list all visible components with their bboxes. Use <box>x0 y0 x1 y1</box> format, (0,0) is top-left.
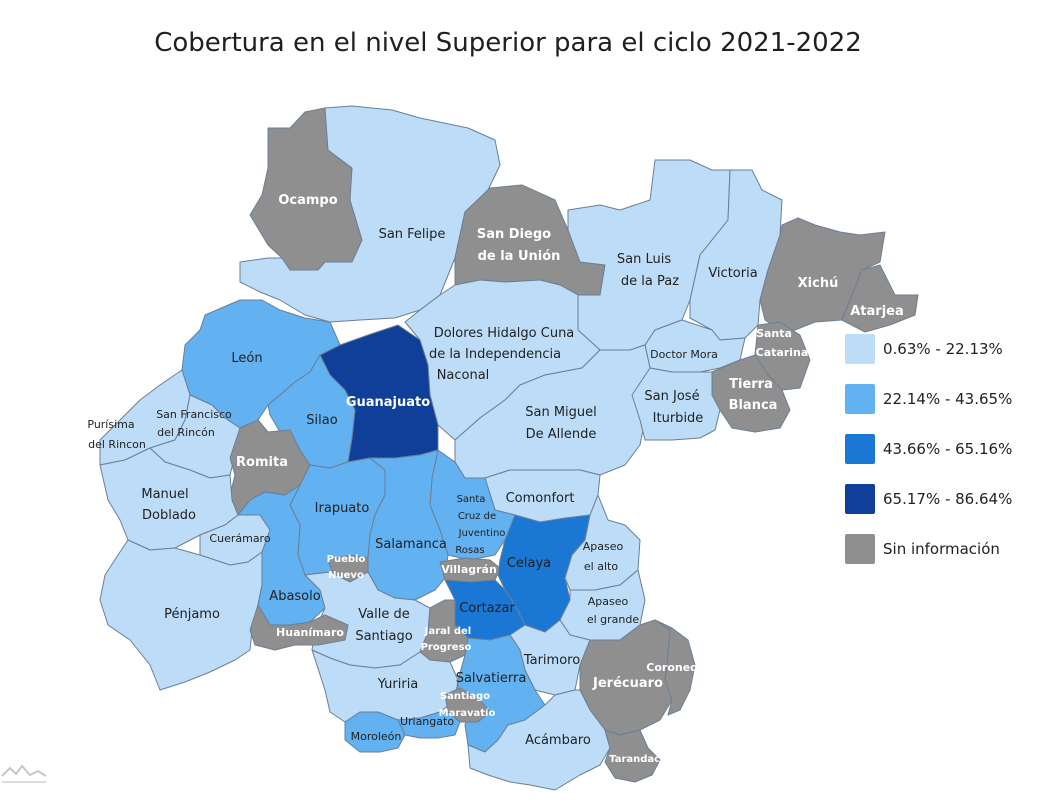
legend: 0.63% - 22.13% 22.14% - 43.65% 43.66% - … <box>845 332 1012 582</box>
label-apaseo-alto-1: Apaseo <box>583 540 624 553</box>
region-penjamo[interactable] <box>99 539 263 691</box>
label-atarjea: Atarjea <box>850 304 904 319</box>
label-yuriria: Yuriria <box>377 677 419 692</box>
label-tarimoro: Tarimoro <box>523 653 580 668</box>
label-tierra-blanca-1: Tierra <box>729 377 773 392</box>
label-xichu: Xichú <box>798 276 839 291</box>
region-san-jose[interactable] <box>631 367 721 441</box>
label-sf-rincon-1: San Francisco <box>156 408 232 421</box>
label-victoria: Victoria <box>708 266 757 281</box>
region-coroneo[interactable] <box>654 619 696 716</box>
label-santiago-maravatio-2: Maravatío <box>439 707 496 719</box>
label-cortazar: Cortazar <box>459 601 515 616</box>
label-san-felipe: San Felipe <box>379 227 446 242</box>
label-santa-catarina-2: Catarina <box>756 346 809 359</box>
label-apaseo-grande-1: Apaseo <box>588 595 629 608</box>
label-tierra-blanca-2: Blanca <box>729 398 778 413</box>
region-atarjea[interactable] <box>841 264 919 333</box>
label-san-luis-2: de la Paz <box>621 274 679 289</box>
label-san-diego-2: de la Unión <box>478 249 561 264</box>
region-labels: Ocampo San Felipe San Diego de la Unión … <box>87 193 903 765</box>
label-san-miguel-1: San Miguel <box>525 405 597 420</box>
label-santiago-maravatio-1: Santiago <box>440 691 490 702</box>
label-san-miguel-2: De Allende <box>526 427 597 442</box>
label-jaral-1: Jaral del <box>424 626 471 637</box>
legend-item: 65.17% - 86.64% <box>845 482 1012 516</box>
label-tarandacuao: Tarandacuao <box>609 754 681 765</box>
label-dolores-2: de la Independencia <box>429 347 561 362</box>
label-penjamo: Pénjamo <box>164 607 220 622</box>
label-irapuato: Irapuato <box>315 501 370 516</box>
label-jaral-2: Progreso <box>421 642 472 653</box>
label-valle-1: Valle de <box>358 607 409 622</box>
legend-label: 0.63% - 22.13% <box>883 340 1003 358</box>
legend-swatch <box>845 334 875 364</box>
label-valle-2: Santiago <box>355 629 412 644</box>
label-san-diego-1: San Diego <box>477 227 551 242</box>
label-purisima-2: del Rincon <box>88 438 146 451</box>
region-moroleon[interactable] <box>344 711 406 753</box>
label-doctor-mora: Doctor Mora <box>650 348 718 361</box>
label-manuel-doblado-1: Manuel <box>141 487 188 502</box>
map-title: Cobertura en el nivel Superior para el c… <box>154 28 862 58</box>
legend-label: 22.14% - 43.65% <box>883 390 1013 408</box>
legend-item: 43.66% - 65.16% <box>845 432 1012 466</box>
legend-item: 22.14% - 43.65% <box>845 382 1012 416</box>
label-abasolo: Abasolo <box>269 589 320 604</box>
label-santa-catarina-1: Santa <box>756 327 792 340</box>
legend-item: 0.63% - 22.13% <box>845 332 1012 366</box>
region-acambaro[interactable] <box>467 689 611 791</box>
legend-swatch <box>845 534 875 564</box>
label-leon: León <box>231 351 262 366</box>
legend-label: Sin información <box>883 540 1000 558</box>
label-santa-cruz-4: Rosas <box>455 545 484 556</box>
label-sf-rincon-2: del Rincón <box>157 426 215 439</box>
legend-item: Sin información <box>845 532 1012 566</box>
legend-label: 43.66% - 65.16% <box>883 440 1013 458</box>
label-guanajuato: Guanajuato <box>346 395 430 410</box>
legend-swatch <box>845 434 875 464</box>
label-cueramaro: Cuerámaro <box>209 532 270 545</box>
label-manuel-doblado-2: Doblado <box>142 508 196 523</box>
label-coroneo: Coroneo <box>646 661 698 674</box>
region-uriangato[interactable] <box>397 711 461 739</box>
label-dolores-1: Dolores Hidalgo Cuna <box>434 326 575 341</box>
label-villagran: Villagrán <box>441 563 497 576</box>
label-santa-cruz-1: Santa <box>457 494 486 505</box>
regions <box>99 105 919 791</box>
legend-swatch <box>845 384 875 414</box>
label-comonfort: Comonfort <box>506 491 575 506</box>
label-ocampo: Ocampo <box>278 193 337 208</box>
label-pueblo-nuevo-2: Nuevo <box>328 570 364 581</box>
label-acambaro: Acámbaro <box>525 733 591 748</box>
legend-swatch <box>845 484 875 514</box>
brand-logo-icon <box>1 764 47 783</box>
label-silao: Silao <box>306 413 337 428</box>
label-uriangato: Uriangato <box>400 715 454 728</box>
label-san-luis-1: San Luis <box>617 252 671 267</box>
label-purisima-1: Purísima <box>87 418 134 431</box>
region-victoria[interactable] <box>689 169 783 341</box>
label-apaseo-alto-2: el alto <box>584 560 618 573</box>
label-santa-cruz-2: Cruz de <box>458 511 496 522</box>
label-moroleon: Moroleón <box>351 730 402 743</box>
label-salamanca: Salamanca <box>375 537 447 552</box>
region-tarandacuao[interactable] <box>604 729 661 783</box>
label-santa-cruz-3: Juventino <box>458 528 506 539</box>
region-salamanca[interactable] <box>367 449 449 601</box>
label-salvatierra: Salvatierra <box>456 671 527 686</box>
label-romita: Romita <box>236 455 288 470</box>
label-huanimaro: Huanímaro <box>276 626 344 639</box>
label-apaseo-grande-2: el grande <box>587 613 640 626</box>
label-jerecuaro: Jerécuaro <box>592 676 663 691</box>
region-san-felipe[interactable] <box>239 105 501 323</box>
legend-label: 65.17% - 86.64% <box>883 490 1013 508</box>
region-huanimaro[interactable] <box>249 604 349 651</box>
label-celaya: Celaya <box>507 556 551 571</box>
label-pueblo-nuevo-1: Pueblo <box>327 554 366 565</box>
label-dolores-3: Naconal <box>437 368 490 383</box>
label-san-jose-2: Iturbide <box>653 411 704 426</box>
label-san-jose-1: San José <box>644 389 699 404</box>
